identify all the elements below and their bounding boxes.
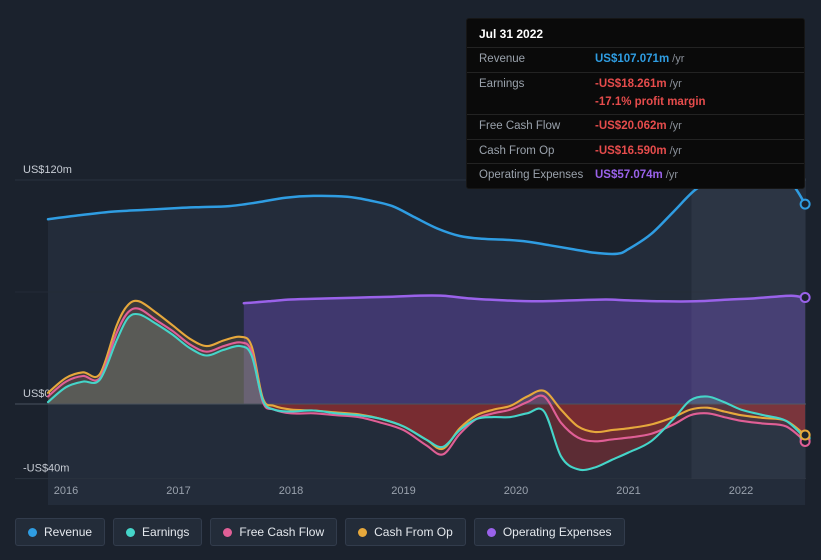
profit-margin-note: -17.1% profit margin [595,95,706,108]
x-axis-label: 2017 [166,485,190,497]
series-line-earnings [46,312,807,472]
free-cash-flow-dot-icon [223,527,233,537]
axis-labels: US$120m US$0 -US$40m 2016 2017 2018 2019 2020 20… [23,164,753,497]
legend-label: Free Cash Flow [239,525,325,539]
highlight-band [691,177,806,479]
y-axis-label: US$120m [23,164,72,176]
tooltip-label: Revenue [479,53,526,65]
tooltip-row-revenue: Revenue US$107.071m/yr [467,47,804,72]
series-line-operating-expenses [242,294,807,305]
legend-item-free-cash-flow[interactable]: Free Cash Flow [210,518,338,546]
x-axis-label: 2016 [54,485,78,497]
cash-from-op-dot-icon [358,527,368,537]
legend-label: Operating Expenses [502,525,612,539]
operating-expenses-dot-icon [486,527,496,537]
tooltip-row-operating-expenses: Operating Expenses US$57.074m/yr [467,163,804,188]
series-areas [48,177,806,505]
tooltip-value: US$107.071m [595,53,670,65]
x-axis-label: 2018 [279,485,303,497]
tooltip-value: -US$20.062m [595,119,667,132]
tooltip-row-free-cash-flow: Free Cash Flow -US$20.062m/yr [467,113,804,139]
x-axis-label: 2022 [729,485,753,497]
tooltip-suffix: /yr [669,119,682,132]
tooltip-suffix: /yr [669,77,682,90]
series-lines [46,175,807,472]
x-axis-label: 2021 [616,485,640,497]
end-marker-revenue [799,198,811,210]
tooltip-row-cash-from-op: Cash From Op -US$16.590m/yr [467,138,804,164]
revenue-dot-icon [28,527,37,537]
end-marker-cash-from-op [799,429,811,441]
series-line-free-cash-flow [46,307,807,456]
y-axis-label: -US$40m [23,463,69,475]
tooltip-suffix: /yr [665,169,679,182]
tooltip-value: -US$16.590m [595,144,667,157]
tooltip-label: Cash From Op [479,144,555,157]
legend-label: Earnings [142,525,190,539]
tooltip-date: Jul 31 2022 [479,27,544,41]
end-markers [799,198,811,447]
legend-label: Revenue [44,525,93,539]
y-axis-label: US$0 [23,388,51,400]
data-tooltip: Jul 31 2022 Revenue US$107.071m/yr Earni… [466,18,805,190]
tooltip-label: Operating Expenses [479,169,584,182]
legend-item-revenue[interactable]: Revenue [15,518,106,546]
legend-item-earnings[interactable]: Earnings [113,518,203,546]
tooltip-label: Free Cash Flow [479,119,561,132]
earnings-dot-icon [126,527,136,537]
chart-legend: Revenue Earnings Free Cash Flow Cash Fro… [15,518,625,546]
x-axis-label: 2020 [504,485,528,497]
tooltip-value: -US$18.261m [595,77,667,90]
legend-item-cash-from-op[interactable]: Cash From Op [345,518,466,546]
revenue-area [48,177,806,505]
tooltip-label: Earnings [479,77,525,90]
tooltip-value: US$57.074m [595,169,663,182]
tooltip-suffix: /yr [669,144,682,157]
opex-area [243,295,806,404]
legend-item-operating-expenses[interactable]: Operating Expenses [473,518,625,546]
tooltip-row-earnings: Earnings -US$18.261m/yr -17.1% profit ma… [467,71,804,114]
end-marker-operating-expenses [799,291,811,303]
legend-label: Cash From Op [374,525,453,539]
x-axis-label: 2019 [391,485,415,497]
tooltip-suffix: /yr [672,53,685,65]
